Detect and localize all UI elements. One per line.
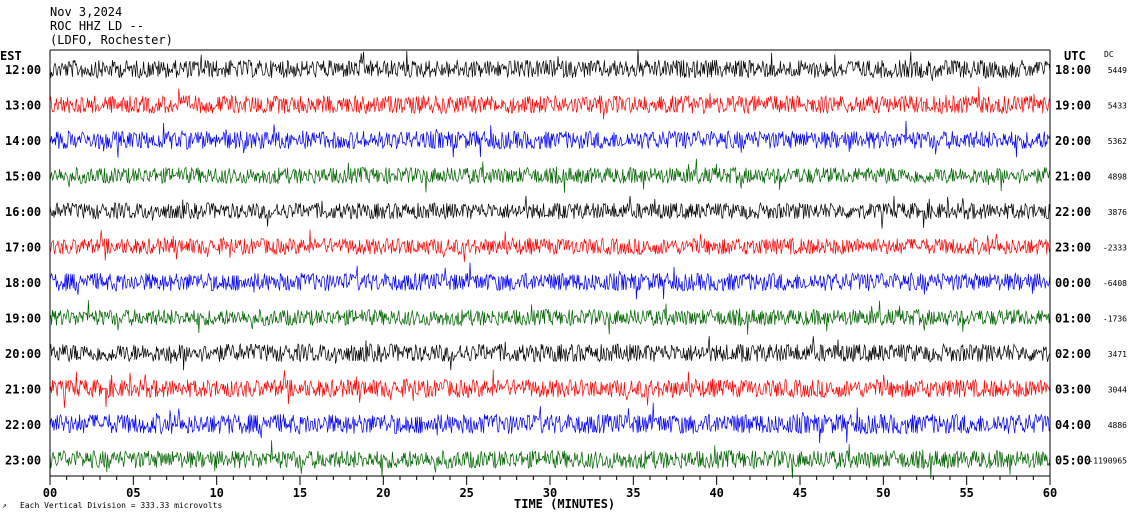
trace-line-4 bbox=[49, 195, 1051, 229]
x-axis-ticks: 00 05 10 15 20 25 30 35 40 45 50 55 60 bbox=[43, 476, 1057, 500]
utc-label-4: 22:00 bbox=[1055, 205, 1091, 219]
trace-line-11 bbox=[49, 440, 1051, 479]
utc-label-6: 00:00 bbox=[1055, 276, 1091, 290]
header-date: Nov 3,2024 bbox=[50, 5, 123, 19]
trace-line-2 bbox=[49, 120, 1051, 158]
trace-line-8 bbox=[49, 336, 1051, 371]
trace-line-1 bbox=[49, 86, 1051, 120]
arrow-icon: ↗ bbox=[2, 501, 7, 510]
est-label-6: 18:00 bbox=[5, 276, 41, 290]
scale-note: Each Vertical Division = 333.33 microvol… bbox=[20, 501, 222, 510]
dc-label-5: -2333 bbox=[1103, 244, 1127, 253]
utc-label-5: 23:00 bbox=[1055, 241, 1091, 255]
dc-label-3: 4898 bbox=[1108, 173, 1127, 182]
dc-axis-label: DC bbox=[1104, 50, 1114, 59]
dc-label-1: 5433 bbox=[1108, 102, 1127, 111]
utc-label-7: 01:00 bbox=[1055, 312, 1091, 326]
utc-label-0: 18:00 bbox=[1055, 63, 1091, 77]
x-tick-label-7: 35 bbox=[626, 486, 640, 500]
x-tick-label-2: 10 bbox=[209, 486, 223, 500]
utc-label-1: 19:00 bbox=[1055, 99, 1091, 113]
dc-label-2: 5362 bbox=[1108, 137, 1127, 146]
trace-line-5 bbox=[49, 229, 1051, 262]
utc-label-3: 21:00 bbox=[1055, 170, 1091, 184]
trace-line-6 bbox=[49, 262, 1051, 300]
dc-label-7: -1736 bbox=[1103, 315, 1127, 324]
trace-line-0 bbox=[49, 49, 1051, 81]
x-tick-label-3: 15 bbox=[293, 486, 307, 500]
dc-label-4: 3876 bbox=[1108, 208, 1127, 217]
dc-label-0: 5449 bbox=[1108, 66, 1127, 75]
est-label-7: 19:00 bbox=[5, 312, 41, 326]
plot-frame bbox=[49, 49, 1051, 477]
dc-label-6: -6408 bbox=[1103, 279, 1127, 288]
utc-label-11: 05:00 bbox=[1055, 454, 1091, 468]
est-label-11: 23:00 bbox=[5, 454, 41, 468]
est-hour-labels: 12:00 13:00 14:00 15:00 16:00 17:00 18:00 19:00… bbox=[5, 63, 41, 468]
utc-label-9: 03:00 bbox=[1055, 383, 1091, 397]
x-tick-label-9: 45 bbox=[793, 486, 807, 500]
dc-label-9: 3044 bbox=[1108, 386, 1127, 395]
utc-label-2: 20:00 bbox=[1055, 134, 1091, 148]
est-label-2: 14:00 bbox=[5, 134, 41, 148]
x-tick-label-10: 50 bbox=[876, 486, 890, 500]
x-tick-label-4: 20 bbox=[376, 486, 390, 500]
est-axis-label: EST bbox=[0, 49, 22, 63]
est-label-4: 16:00 bbox=[5, 205, 41, 219]
dc-label-11: -1190965 bbox=[1088, 457, 1127, 466]
x-tick-label-12: 60 bbox=[1043, 486, 1057, 500]
est-label-10: 22:00 bbox=[5, 418, 41, 432]
utc-hour-labels: 18:00 19:00 20:00 21:00 22:00 23:00 00:00 01:00… bbox=[1055, 63, 1091, 468]
utc-label-10: 04:00 bbox=[1055, 418, 1091, 432]
est-label-8: 20:00 bbox=[5, 347, 41, 361]
x-axis-title: TIME (MINUTES) bbox=[514, 497, 615, 511]
trace-line-7 bbox=[49, 300, 1051, 335]
x-tick-label-11: 55 bbox=[959, 486, 973, 500]
est-label-3: 15:00 bbox=[5, 170, 41, 184]
x-tick-label-0: 00 bbox=[43, 486, 57, 500]
est-label-9: 21:00 bbox=[5, 383, 41, 397]
header-location: (LDFO, Rochester) bbox=[50, 33, 173, 47]
est-label-1: 13:00 bbox=[5, 99, 41, 113]
est-label-5: 17:00 bbox=[5, 241, 41, 255]
header-station: ROC HHZ LD -- bbox=[50, 19, 144, 33]
trace-line-9 bbox=[49, 369, 1051, 408]
x-tick-label-1: 05 bbox=[126, 486, 140, 500]
est-label-0: 12:00 bbox=[5, 63, 41, 77]
utc-label-8: 02:00 bbox=[1055, 347, 1091, 361]
utc-axis-label: UTC bbox=[1064, 49, 1086, 63]
dc-label-8: 3471 bbox=[1108, 350, 1127, 359]
x-tick-label-8: 40 bbox=[709, 486, 723, 500]
x-tick-label-6: 30 bbox=[543, 486, 557, 500]
trace-line-10 bbox=[49, 402, 1051, 444]
seismic-traces bbox=[49, 49, 1051, 479]
dc-offset-labels: 5449 5433 5362 4898 3876 -2333 -6408 -1736 3471 3… bbox=[1088, 66, 1127, 466]
dc-label-10: 4886 bbox=[1108, 421, 1127, 430]
x-tick-label-5: 25 bbox=[459, 486, 473, 500]
trace-line-3 bbox=[49, 158, 1051, 193]
